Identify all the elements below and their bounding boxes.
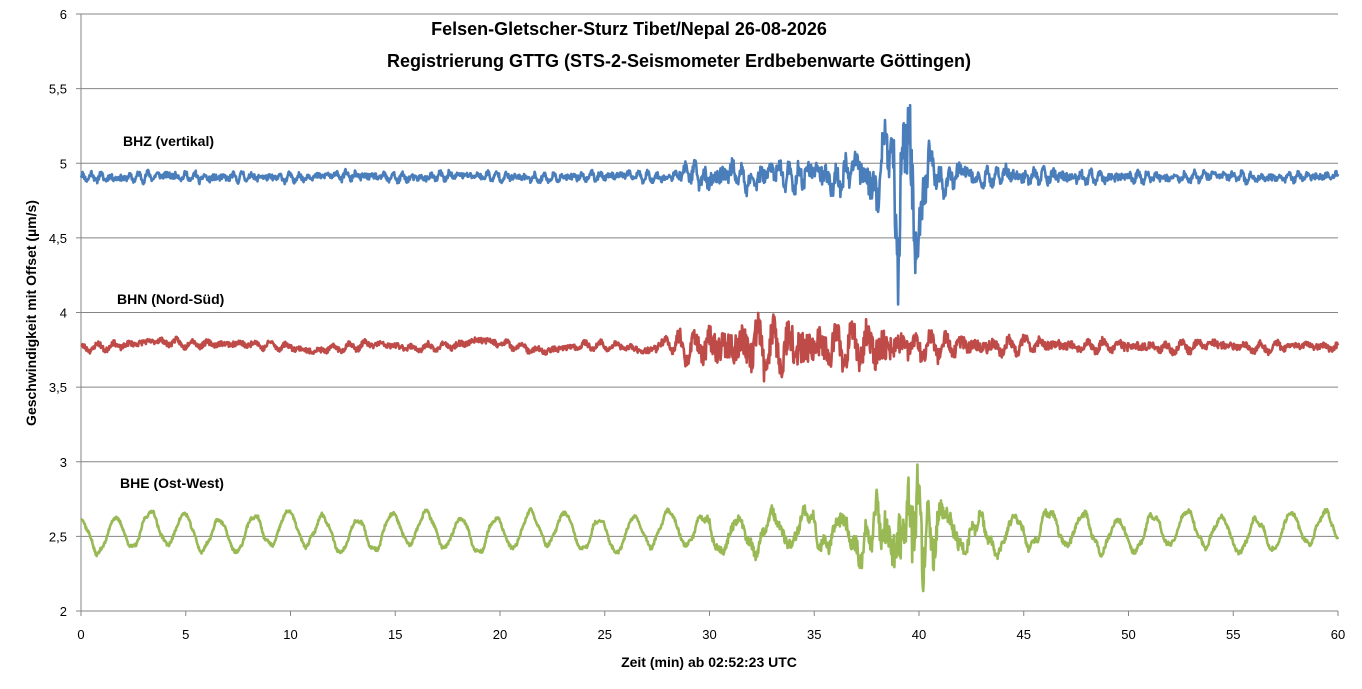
x-tick-label-11: 55 <box>1226 627 1240 642</box>
y-tick-label-5: 4,5 <box>49 231 67 246</box>
series-line-2 <box>79 463 1340 593</box>
y-tick-label-0: 2 <box>60 604 67 619</box>
y-tick-labels: 2 2,5 3 3,5 4 4,5 5 5,5 6 <box>49 7 67 619</box>
y-tick-label-1: 2,5 <box>49 529 67 544</box>
series-label-2: BHE (Ost-West) <box>120 475 224 491</box>
x-tick-label-7: 35 <box>807 627 821 642</box>
x-tick-label-3: 15 <box>388 627 402 642</box>
x-axis-title: Zeit (min) ab 02:52:23 UTC <box>621 654 797 670</box>
y-tick-label-3: 3,5 <box>49 380 67 395</box>
x-tick-label-8: 40 <box>912 627 926 642</box>
chart-title: Felsen-Gletscher-Sturz Tibet/Nepal 26-08… <box>431 19 827 39</box>
y-tick-label-6: 5 <box>60 156 67 171</box>
series-labels: BHZ (vertikal) BHN (Nord-Süd) BHE (Ost-Wes… <box>117 133 224 491</box>
x-tick-label-12: 60 <box>1331 627 1345 642</box>
y-axis-title: Geschwindigkeit mit Offset (µm/s) <box>23 200 39 426</box>
x-tick-label-6: 30 <box>702 627 716 642</box>
x-tick-labels: 0 5 10 15 20 25 30 35 40 45 50 55 60 <box>77 611 1345 642</box>
series-line-1 <box>80 311 1340 383</box>
series-line-0 <box>79 103 1340 306</box>
x-tick-label-2: 10 <box>283 627 297 642</box>
x-tick-label-0: 0 <box>77 627 84 642</box>
series-lines <box>79 103 1340 593</box>
x-tick-label-5: 25 <box>598 627 612 642</box>
y-tick-label-8: 6 <box>60 7 67 22</box>
x-tick-label-10: 50 <box>1121 627 1135 642</box>
series-label-0: BHZ (vertikal) <box>123 133 214 149</box>
y-tick-label-7: 5,5 <box>49 82 67 97</box>
y-tick-label-2: 3 <box>60 455 67 470</box>
series-label-1: BHN (Nord-Süd) <box>117 291 224 307</box>
chart-subtitle: Registrierung GTTG (STS-2-Seismometer Er… <box>387 51 971 71</box>
y-tick-label-4: 4 <box>60 306 67 321</box>
x-tick-label-1: 5 <box>182 627 189 642</box>
x-tick-label-4: 20 <box>493 627 507 642</box>
x-tick-label-9: 45 <box>1017 627 1031 642</box>
